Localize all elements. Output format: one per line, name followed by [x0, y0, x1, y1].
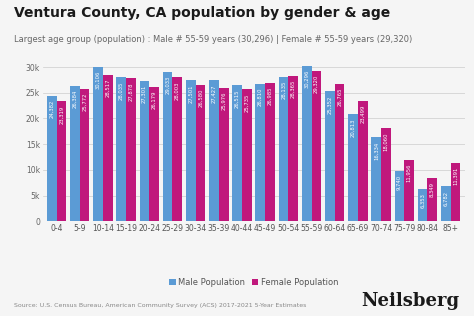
- Bar: [209, 80, 219, 221]
- Text: 27,878: 27,878: [128, 82, 134, 101]
- Text: 23,319: 23,319: [59, 106, 64, 124]
- Bar: [47, 96, 56, 221]
- Bar: [325, 91, 335, 221]
- Text: 26,580: 26,580: [198, 89, 203, 107]
- Text: 27,301: 27,301: [142, 85, 147, 104]
- Bar: [80, 89, 90, 221]
- Bar: [381, 129, 391, 221]
- Bar: [173, 77, 182, 221]
- Text: 26,810: 26,810: [258, 88, 263, 106]
- Text: 27,501: 27,501: [188, 84, 193, 103]
- Bar: [279, 77, 288, 221]
- Text: 30,296: 30,296: [304, 70, 309, 88]
- Text: 28,035: 28,035: [119, 81, 124, 100]
- Bar: [428, 178, 437, 221]
- Bar: [335, 84, 345, 221]
- Bar: [288, 76, 298, 221]
- Text: 26,985: 26,985: [267, 87, 273, 105]
- Bar: [255, 83, 265, 221]
- Bar: [311, 71, 321, 221]
- Bar: [186, 80, 196, 221]
- Text: 25,352: 25,352: [328, 95, 332, 113]
- Text: 27,427: 27,427: [211, 84, 217, 103]
- Bar: [418, 189, 428, 221]
- Bar: [348, 114, 358, 221]
- Bar: [404, 160, 414, 221]
- Text: Ventura County, CA population by gender & age: Ventura County, CA population by gender …: [14, 6, 391, 20]
- Text: 24,382: 24,382: [49, 100, 54, 118]
- Bar: [394, 171, 404, 221]
- Bar: [56, 101, 66, 221]
- Text: 25,976: 25,976: [221, 92, 226, 110]
- Text: 26,515: 26,515: [235, 89, 240, 108]
- Bar: [265, 82, 275, 221]
- Legend: Male Population, Female Population: Male Population, Female Population: [165, 275, 342, 290]
- Bar: [117, 77, 126, 221]
- Text: 23,499: 23,499: [360, 105, 365, 123]
- Bar: [441, 186, 451, 221]
- Text: 20,813: 20,813: [351, 118, 356, 137]
- Bar: [232, 85, 242, 221]
- Text: 26,765: 26,765: [337, 88, 342, 106]
- Text: 29,320: 29,320: [314, 75, 319, 93]
- Text: 11,956: 11,956: [407, 164, 411, 182]
- Text: 28,365: 28,365: [291, 80, 296, 98]
- Text: 16,334: 16,334: [374, 142, 379, 160]
- Text: 6,782: 6,782: [443, 191, 448, 206]
- Text: 6,353: 6,353: [420, 193, 425, 208]
- Bar: [242, 89, 252, 221]
- Text: Source: U.S. Census Bureau, American Community Survey (ACS) 2017-2021 5-Year Est: Source: U.S. Census Bureau, American Com…: [14, 303, 307, 308]
- Text: 8,349: 8,349: [430, 182, 435, 198]
- Text: 26,384: 26,384: [73, 90, 77, 108]
- Text: Largest age group (population) : Male # 55-59 years (30,296) | Female # 55-59 ye: Largest age group (population) : Male # …: [14, 35, 412, 44]
- Bar: [371, 137, 381, 221]
- Text: 26,179: 26,179: [152, 91, 156, 109]
- Bar: [451, 163, 460, 221]
- Text: Neilsberg: Neilsberg: [362, 292, 460, 310]
- Text: 25,735: 25,735: [245, 93, 249, 112]
- Bar: [93, 67, 103, 221]
- Bar: [70, 86, 80, 221]
- Text: 28,517: 28,517: [105, 79, 110, 97]
- Bar: [219, 88, 228, 221]
- Text: 25,772: 25,772: [82, 93, 87, 112]
- Bar: [196, 85, 205, 221]
- Bar: [139, 81, 149, 221]
- Text: 28,003: 28,003: [175, 82, 180, 100]
- Bar: [149, 87, 159, 221]
- Bar: [126, 78, 136, 221]
- Text: 30,106: 30,106: [96, 71, 100, 89]
- Text: 11,391: 11,391: [453, 167, 458, 185]
- Text: 18,060: 18,060: [383, 133, 388, 151]
- Text: 28,135: 28,135: [281, 81, 286, 99]
- Text: 29,033: 29,033: [165, 76, 170, 94]
- Bar: [358, 100, 368, 221]
- Text: 9,740: 9,740: [397, 175, 402, 191]
- Bar: [163, 72, 173, 221]
- Bar: [302, 66, 311, 221]
- Bar: [103, 75, 113, 221]
